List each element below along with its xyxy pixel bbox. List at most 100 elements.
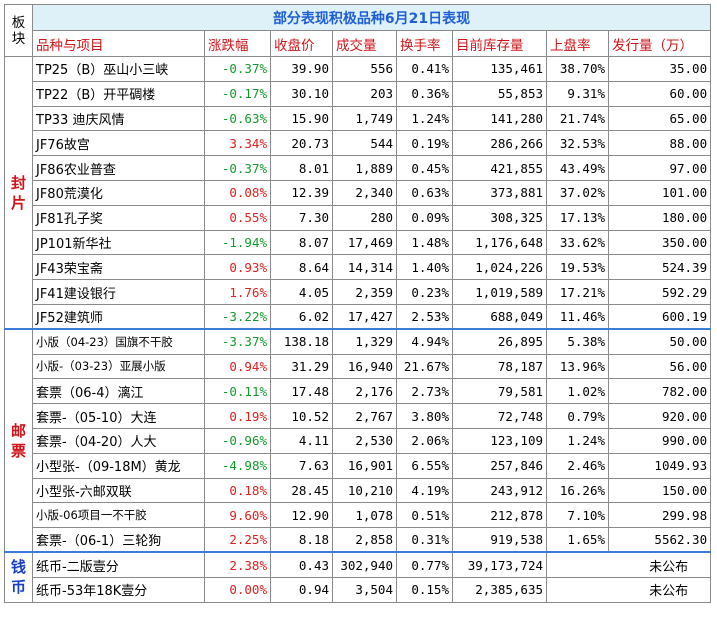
item-name: JF41建设银行 (32, 279, 205, 305)
change-cell: 0.08% (204, 179, 271, 206)
change-cell: 0.55% (204, 204, 271, 231)
table-row: JF76故宫 3.34% 20.73 544 0.19% 286,266 32.53% 88.… (5, 130, 712, 157)
stock-cell: 26,895 (452, 328, 547, 355)
close-cell: 6.02 (270, 303, 333, 330)
close-cell: 39.90 (270, 56, 333, 82)
turnover-cell: 0.63% (396, 179, 453, 206)
column-header: 目前库存量 (452, 30, 547, 57)
change-cell: -0.37% (204, 155, 271, 181)
listing-cell: 7.10% (546, 502, 609, 529)
volume-cell: 280 (332, 204, 397, 231)
stock-cell: 243,912 (452, 477, 547, 504)
column-header: 上盘率 (546, 30, 609, 57)
item-name: 套票-（05-10）大连 (32, 403, 205, 429)
volume-cell: 16,901 (332, 452, 397, 479)
change-cell: -4.98% (204, 452, 271, 479)
table-row: JF80荒漠化 0.08% 12.39 2,340 0.63% 373,881 37.02%… (5, 179, 712, 206)
change-cell: 0.94% (204, 353, 271, 380)
close-cell: 0.94 (270, 576, 333, 603)
item-name: 小版-06项目一不干胶 (32, 502, 205, 529)
listing-cell: 32.53% (546, 130, 609, 157)
issue-cell: 50.00 (607, 328, 712, 355)
turnover-cell: 0.23% (396, 279, 453, 305)
change-cell: -3.22% (204, 303, 271, 330)
change-cell: -1.94% (204, 229, 271, 256)
turnover-cell: 0.41% (396, 56, 453, 82)
stock-cell: 78,187 (452, 353, 547, 380)
issue-cell: 990.00 (607, 427, 712, 454)
table-row: JF86农业普查 -0.37% 8.01 1,889 0.45% 421,855 43.49… (5, 155, 712, 181)
listing-cell: 1.02% (546, 378, 609, 405)
close-cell: 12.90 (270, 502, 333, 529)
column-header: 收盘价 (270, 30, 333, 57)
section-label: 邮票 (4, 328, 33, 553)
column-header: 换手率 (396, 30, 453, 57)
issue-cell: 65.00 (607, 105, 712, 132)
change-cell: -0.17% (204, 80, 271, 107)
table-row: 小版-（03-23）亚展小版 0.94% 31.29 16,940 21.67% 78,1… (5, 353, 712, 380)
listing-cell: 5.38% (546, 328, 609, 355)
table-row: JF41建设银行 1.76% 4.05 2,359 0.23% 1,019,589 17.2… (5, 279, 712, 305)
table-row: JF52建筑师 -3.22% 6.02 17,427 2.53% 688,049 11.46… (5, 303, 712, 330)
close-cell: 17.48 (270, 378, 333, 405)
item-name: 纸币-53年18K壹分 (32, 576, 205, 603)
item-name: 小型张-（09-18M）黄龙 (32, 452, 205, 479)
column-header: 品种与项目 (32, 30, 205, 57)
close-cell: 31.29 (270, 353, 333, 380)
volume-cell: 2,858 (332, 527, 397, 553)
listing-cell: 1.24% (546, 427, 609, 454)
column-header: 成交量 (332, 30, 397, 57)
volume-cell: 3,504 (332, 576, 397, 603)
item-name: TP22（B）开平碉楼 (32, 80, 205, 107)
turnover-cell: 2.53% (396, 303, 453, 330)
volume-cell: 17,469 (332, 229, 397, 256)
stock-table: 板块 部分表现积极品种6月21日表现 品种与项目 涨跌幅 收盘价 成交量 换手率 目前库存… (4, 4, 712, 603)
change-cell: -0.11% (204, 378, 271, 405)
volume-cell: 1,078 (332, 502, 397, 529)
listing-cell: 17.13% (546, 204, 609, 231)
table-row: JF43荣宝斋 0.93% 8.64 14,314 1.40% 1,024,226 19.5… (5, 254, 712, 281)
volume-cell: 544 (332, 130, 397, 157)
listing-cell: 9.31% (546, 80, 609, 107)
close-cell: 15.90 (270, 105, 333, 132)
close-cell: 30.10 (270, 80, 333, 107)
turnover-cell: 3.80% (396, 403, 453, 429)
item-name: 小版-（03-23）亚展小版 (32, 353, 205, 380)
volume-cell: 2,767 (332, 403, 397, 429)
listing-cell: 37.02% (546, 179, 609, 206)
column-header: 发行量（万） (607, 30, 712, 57)
stock-cell: 55,853 (452, 80, 547, 107)
bankuai-header: 板块 (4, 4, 33, 57)
stock-cell: 72,748 (452, 403, 547, 429)
item-name: JF86农业普查 (32, 155, 205, 181)
table-row: 套票-（06-1）三轮狗 2.25% 8.18 2,858 0.31% 919,538 1.… (5, 527, 712, 553)
listing-cell: 43.49% (546, 155, 609, 181)
item-name: JP101新华社 (32, 229, 205, 256)
table-title: 部分表现积极品种6月21日表现 (31, 4, 712, 31)
issue-cell: 524.39 (607, 254, 712, 281)
volume-cell: 1,749 (332, 105, 397, 132)
item-name: 套票-（04-20）人大 (32, 427, 205, 454)
change-cell: 2.38% (204, 551, 271, 578)
volume-cell: 203 (332, 80, 397, 107)
listing-cell: 2.46% (546, 452, 609, 479)
stock-cell: 39,173,724 (452, 551, 547, 578)
table-row: 纸币-53年18K壹分 0.00% 0.94 3,504 0.15% 2,385,635 未… (5, 576, 712, 603)
change-cell: 0.19% (204, 403, 271, 429)
close-cell: 0.43 (270, 551, 333, 578)
item-name: 套票-（06-1）三轮狗 (32, 527, 205, 553)
change-cell: -0.37% (204, 56, 271, 82)
stock-cell: 373,881 (452, 179, 547, 206)
stock-cell: 2,385,635 (452, 576, 547, 603)
table-row: 邮票小版（04-23）国旗不干胶 -3.37% 138.18 1,329 4.94% 26… (4, 328, 712, 553)
turnover-cell: 21.67% (396, 353, 453, 380)
close-cell: 138.18 (270, 328, 333, 355)
change-cell: -0.63% (204, 105, 271, 132)
section-label: 钱币 (4, 551, 33, 603)
volume-cell: 556 (332, 56, 397, 82)
close-cell: 8.18 (270, 527, 333, 553)
item-name: JF80荒漠化 (32, 179, 205, 206)
listing-cell: 19.53% (546, 254, 609, 281)
stock-cell: 141,280 (452, 105, 547, 132)
close-cell: 28.45 (270, 477, 333, 504)
